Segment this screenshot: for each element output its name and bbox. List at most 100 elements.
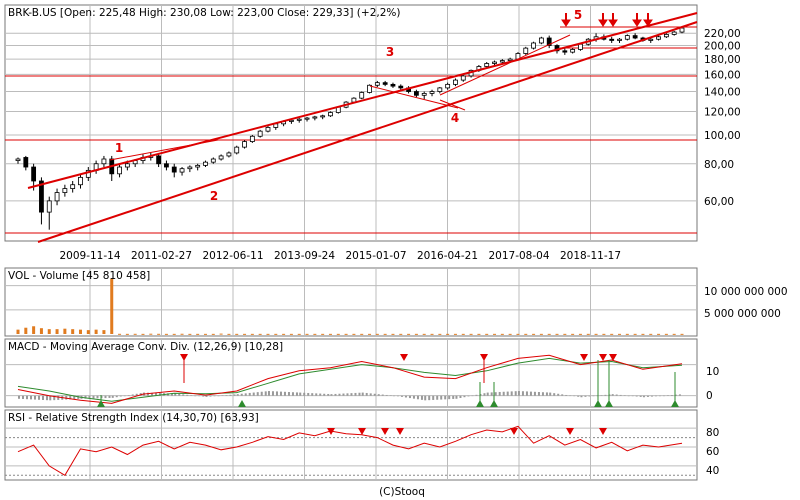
small-channel-line-c — [369, 85, 459, 109]
candle-body — [624, 35, 630, 40]
macd-histogram-bar — [73, 395, 76, 400]
candle-body — [70, 184, 76, 189]
candle-body — [570, 49, 576, 53]
volume-bars — [16, 278, 684, 335]
candle-body — [54, 192, 60, 202]
volume-bar — [24, 327, 28, 334]
volume-panel: VOL - Volume [45 810 458] 10 000 000 000… — [4, 267, 788, 337]
buy-marker — [490, 382, 498, 407]
candle-body — [78, 176, 83, 186]
sell-triangle-icon — [566, 428, 574, 435]
macd-histogram-bar — [565, 394, 568, 396]
volume-bar — [289, 333, 293, 335]
volume-bar — [649, 333, 653, 335]
macd-histogram-bar — [311, 393, 314, 396]
volume-bar — [305, 333, 309, 335]
volume-frame — [4, 267, 698, 337]
buy-marker — [476, 382, 484, 407]
sell-triangle-icon — [381, 428, 389, 435]
volume-bar — [39, 328, 43, 334]
volume-bar — [258, 333, 262, 335]
macd-histogram-bar — [256, 392, 259, 396]
macd-histogram-bar — [198, 395, 201, 397]
macd-histogram-bar — [529, 391, 532, 396]
macd-histogram-bar — [225, 395, 228, 396]
sell-marker — [480, 354, 488, 383]
macd-histogram-bar — [146, 392, 149, 396]
volume-bar — [446, 333, 450, 335]
annotation-4: 4 — [451, 111, 459, 125]
macd-histogram-bar — [77, 395, 80, 399]
macd-histogram-bar — [334, 393, 337, 396]
macd-histogram-bar — [190, 395, 193, 396]
macd-histogram-bar — [209, 395, 212, 397]
macd-histogram-bar — [592, 395, 595, 397]
volume-bar — [250, 333, 254, 335]
volume-bar — [493, 333, 497, 335]
rsi-sell-markers — [327, 428, 607, 435]
candle-body — [124, 163, 130, 168]
sell-triangle-icon — [358, 428, 366, 435]
macd-histogram-bar — [186, 394, 189, 396]
macd-histogram-bar — [467, 395, 470, 397]
price-y-tick-label: 180,00 — [704, 54, 741, 66]
sell-marker — [599, 354, 607, 361]
candle-body — [578, 43, 583, 50]
macd-histogram-bar — [34, 395, 36, 400]
macd-histogram-bar — [658, 395, 661, 397]
macd-histogram-bar — [358, 392, 361, 396]
candle-body — [15, 158, 21, 161]
macd-histogram-bar — [569, 395, 572, 397]
macd-histogram-bar — [623, 395, 626, 396]
macd-histogram-bar — [580, 395, 583, 398]
buy-triangle-icon — [490, 400, 498, 407]
rsi-y-tick-1: 80 — [706, 427, 719, 439]
macd-histogram-bar — [502, 391, 505, 396]
buy-marker — [605, 360, 613, 407]
macd-histogram-bar — [521, 391, 524, 396]
macd-histogram-bar — [194, 395, 197, 397]
macd-histogram-bar — [373, 393, 376, 396]
candle-body — [445, 83, 451, 89]
volume-bar — [391, 333, 395, 335]
macd-histogram-bar — [283, 391, 286, 396]
volume-bar — [657, 333, 661, 335]
macd-histogram-bar — [202, 395, 205, 397]
sell-arrow-icon — [632, 13, 642, 27]
candle-body — [62, 188, 68, 193]
volume-bar — [610, 333, 614, 335]
candle-body — [632, 35, 638, 39]
macd-histogram-bar — [287, 392, 290, 396]
macd-histogram-bar — [213, 395, 216, 397]
annotation-5: 5 — [574, 8, 582, 22]
macd-histogram-bar — [244, 393, 247, 396]
sell-triangle-icon — [609, 354, 617, 361]
macd-histogram-bar — [639, 395, 642, 397]
macd-histogram-bar — [319, 393, 322, 396]
macd-histogram-bar — [88, 395, 91, 399]
buy-triangle-icon — [97, 400, 105, 407]
buy-triangle-icon — [605, 400, 613, 407]
candle-body — [523, 47, 529, 54]
candle-body — [101, 158, 107, 165]
macd-histogram-bar — [248, 392, 251, 396]
volume-bar — [243, 333, 247, 335]
macd-histogram-bar — [217, 395, 220, 397]
candle-body — [85, 169, 91, 178]
buy-triangle-icon — [671, 400, 679, 407]
volume-bar — [227, 333, 231, 335]
price-x-tick-label: 2017-08-04 — [488, 250, 549, 262]
sell-triangle-icon — [480, 354, 488, 361]
candle-body — [484, 63, 490, 67]
volume-bar — [157, 333, 161, 335]
sell-marker — [609, 354, 617, 361]
sell-arrow-icon — [561, 13, 571, 27]
sell-triangle-icon — [400, 354, 408, 361]
buy-marker — [97, 395, 105, 407]
macd-y-tick-1: 10 — [706, 366, 719, 378]
volume-bar — [297, 333, 301, 335]
macd-histogram-bar — [404, 395, 407, 398]
macd-histogram-bar — [611, 394, 614, 396]
macd-histogram-bar — [342, 393, 345, 396]
